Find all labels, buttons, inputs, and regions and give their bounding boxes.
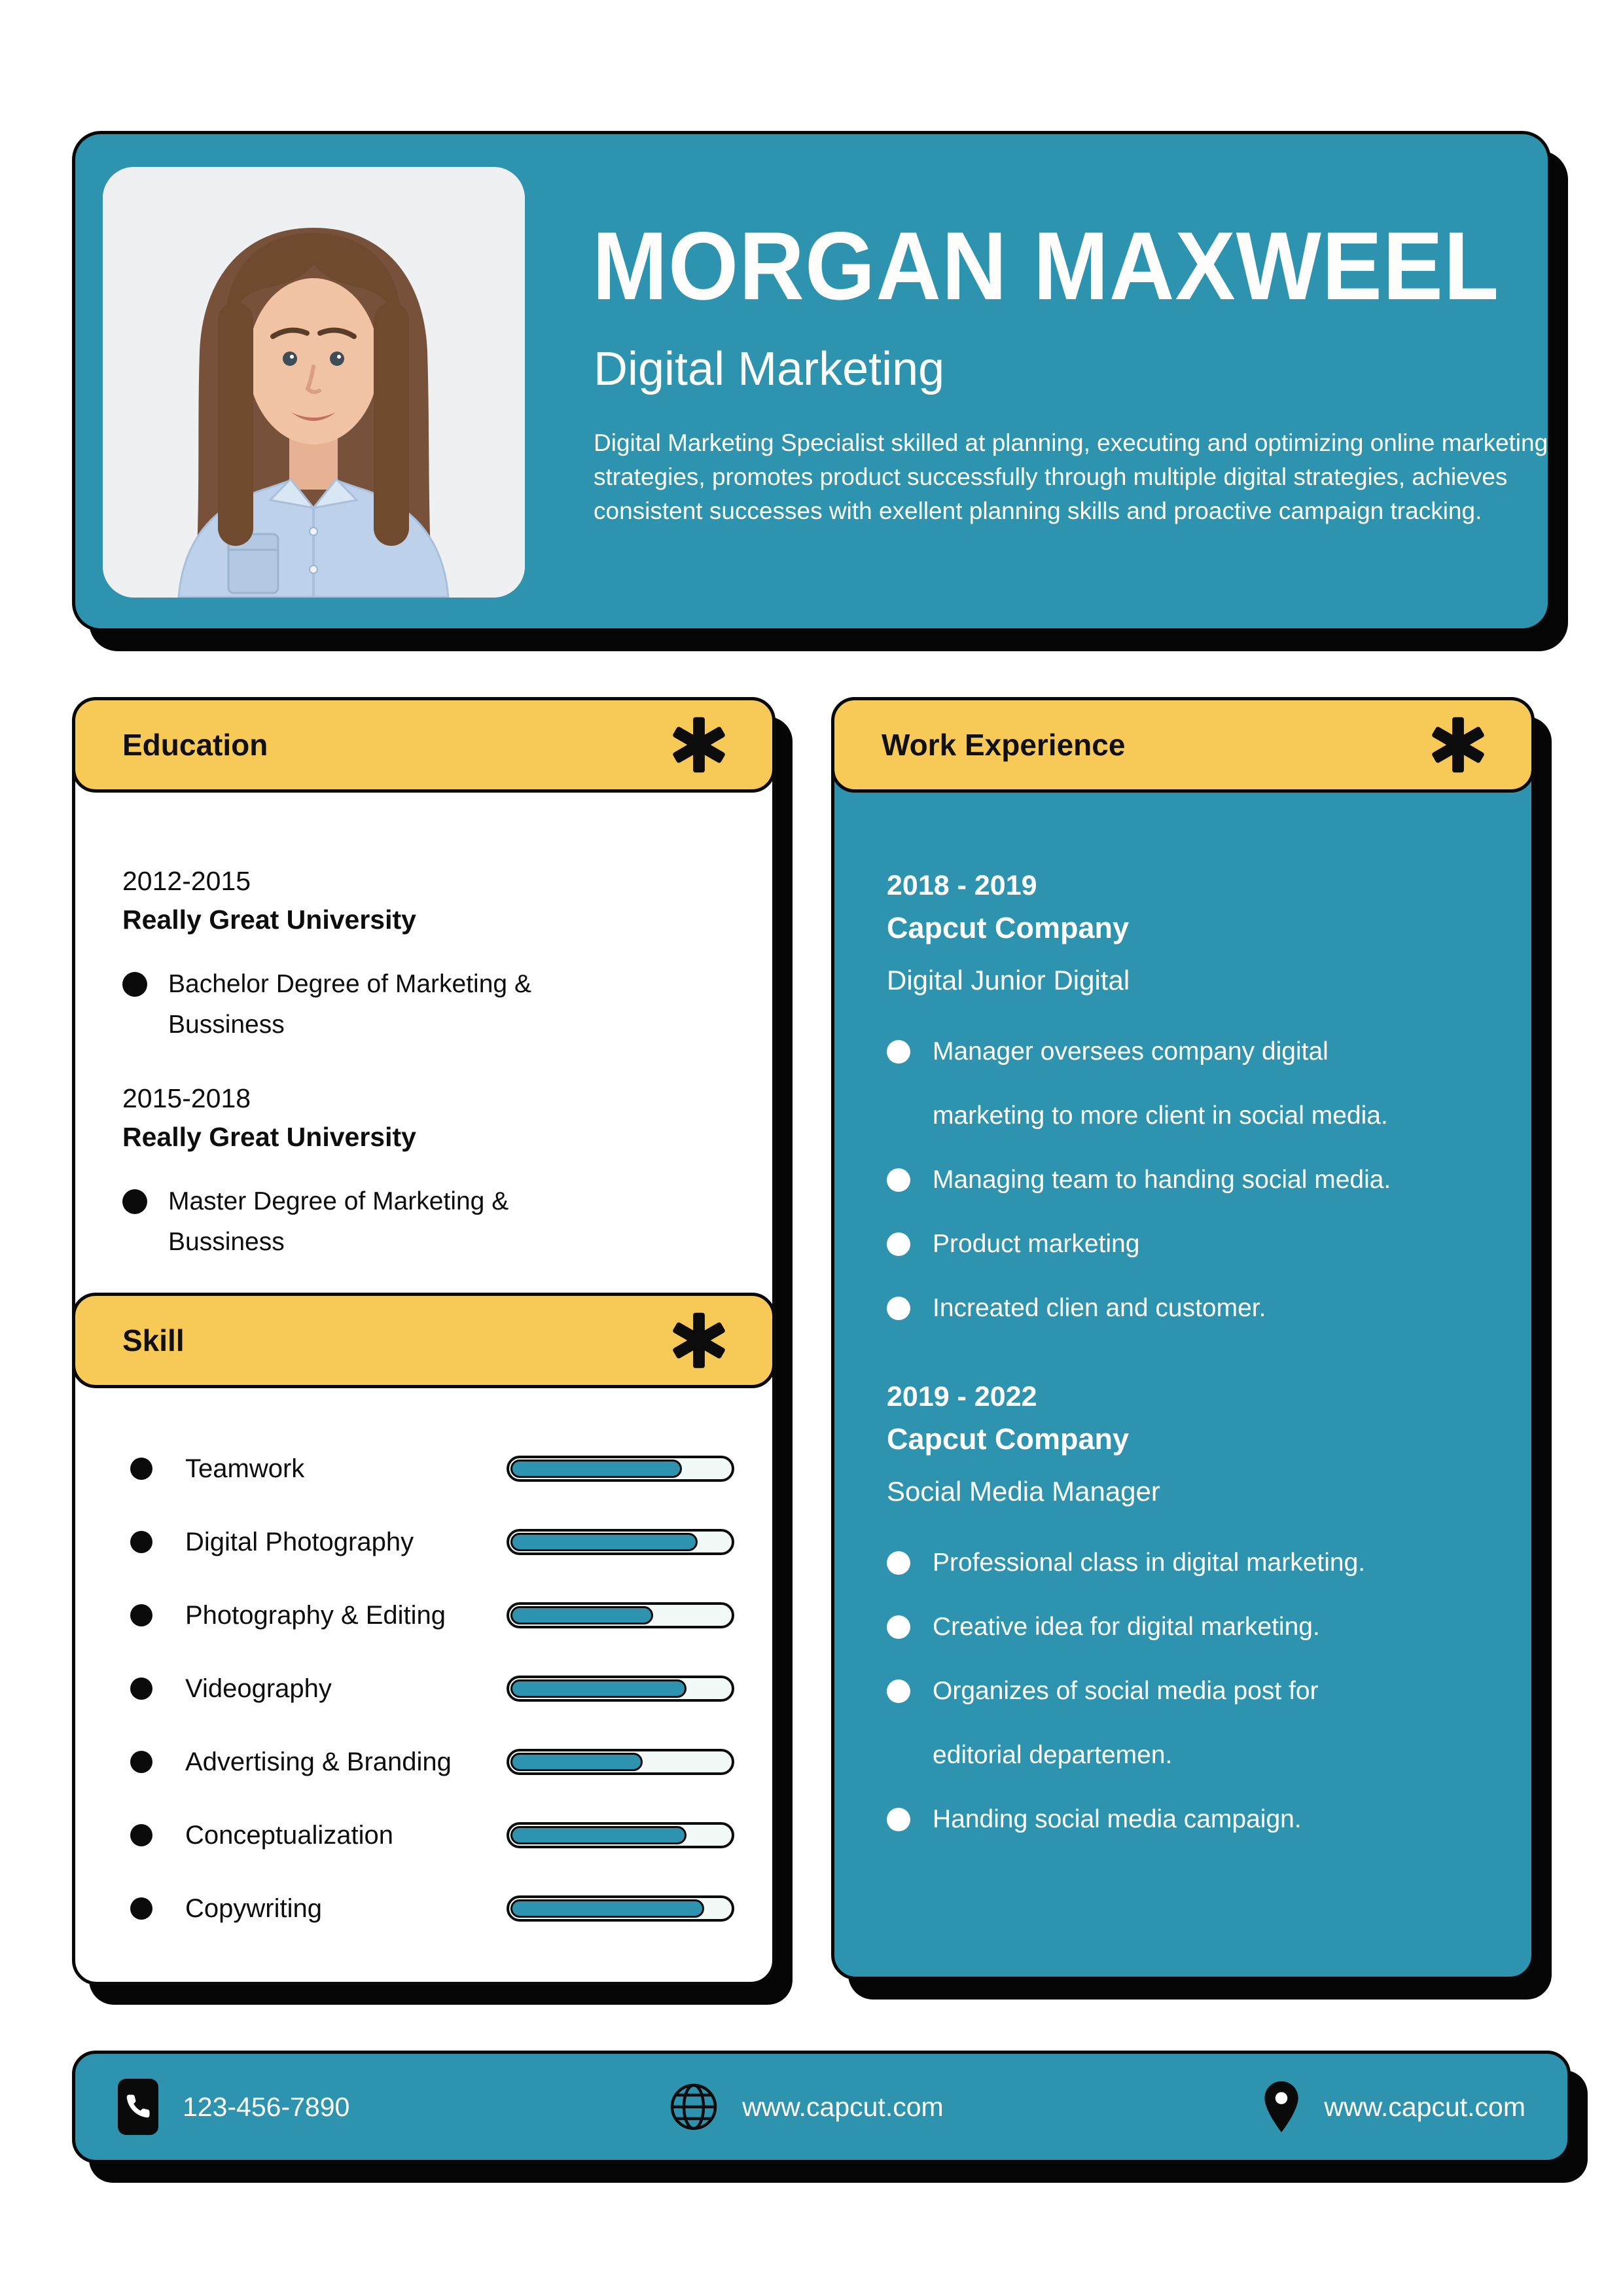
- skill-meter-fill: [510, 1533, 698, 1551]
- work-company: Capcut Company: [887, 1422, 1130, 1456]
- education-years: 2015-2018: [122, 1083, 251, 1113]
- work-point: Manager oversees company digital marketi…: [887, 1020, 1497, 1148]
- education-school: Really Great University: [122, 905, 416, 935]
- pin-icon: [1264, 2081, 1299, 2132]
- profile-summary: Digital Marketing Specialist skilled at …: [594, 429, 1548, 524]
- work-point: Product marketing: [887, 1212, 1497, 1276]
- skill-meter-fill: [510, 1460, 683, 1478]
- skill-meter-fill: [510, 1679, 687, 1698]
- bullet-dot-icon: [130, 1458, 152, 1480]
- work-section-title: Work Experience: [882, 728, 1126, 762]
- bullet-dot-icon: [130, 1897, 152, 1920]
- education-content: 2012-2015 Really Great University Bachel…: [75, 793, 772, 1263]
- skill-section-title: Skill: [122, 1323, 185, 1357]
- work-point: Increated clien and customer.: [887, 1276, 1497, 1340]
- skill-meter: [507, 1822, 734, 1848]
- skill-meter: [507, 1749, 734, 1775]
- education-entry: 2012-2015 Really Great University Bachel…: [122, 866, 734, 1045]
- skill-meter-fill: [510, 1899, 704, 1918]
- education-school: Really Great University: [122, 1122, 416, 1152]
- bullet-dot-icon: [130, 1824, 152, 1846]
- work-content: 2018 - 2019 Capcut Company Digital Junio…: [834, 793, 1531, 1852]
- skill-section-header: Skill: [72, 1293, 776, 1388]
- contact-website: www.capcut.com: [669, 2082, 944, 2132]
- work-entry: 2018 - 2019 Capcut Company Digital Junio…: [887, 870, 1497, 1340]
- skill-meter-fill: [510, 1826, 687, 1844]
- education-degree: Bachelor Degree of Marketing & Bussiness: [168, 970, 531, 1039]
- skill-row: Advertising & Branding: [130, 1747, 734, 1777]
- education-degree-row: Bachelor Degree of Marketing & Bussiness: [122, 964, 734, 1045]
- skill-label: Videography: [185, 1674, 332, 1703]
- skill-meter-fill: [510, 1753, 643, 1771]
- contact-footer: 123-456-7890 www.capcut.com www.capcut.c…: [72, 2051, 1571, 2163]
- skill-row: Videography: [130, 1674, 734, 1704]
- skill-meter: [507, 1602, 734, 1628]
- profile-photo: [103, 167, 525, 598]
- skill-row: Teamwork: [130, 1454, 734, 1484]
- bullet-dot-icon: [130, 1677, 152, 1700]
- work-entry: 2019 - 2022 Capcut Company Social Media …: [887, 1381, 1497, 1852]
- skill-row: Copywriting: [130, 1893, 734, 1924]
- education-entry: 2015-2018 Really Great University Master…: [122, 1083, 734, 1263]
- skill-meter: [507, 1895, 734, 1922]
- work-section-header: Work Experience: [831, 697, 1535, 793]
- skill-label: Digital Photography: [185, 1527, 414, 1556]
- work-points: Manager oversees company digital marketi…: [887, 1020, 1497, 1340]
- work-point: Professional class in digital marketing.: [887, 1531, 1497, 1595]
- bullet-dot-icon: [122, 972, 147, 997]
- website-url: www.capcut.com: [742, 2091, 944, 2122]
- work-company: Capcut Company: [887, 911, 1130, 944]
- work-experience-card: Work Experience 2018 - 2019 Capcut Compa…: [831, 697, 1535, 1980]
- education-section-header: Education: [72, 697, 776, 793]
- work-years: 2018 - 2019: [887, 870, 1037, 901]
- asterisk-icon: [673, 717, 725, 773]
- work-point: Organizes of social media post for edito…: [887, 1659, 1497, 1787]
- bullet-dot-icon: [130, 1751, 152, 1773]
- person-name: MORGAN MAXWEEL: [592, 212, 1500, 321]
- work-role: Social Media Manager: [887, 1476, 1160, 1507]
- skill-label: Photography & Editing: [185, 1600, 446, 1630]
- work-role: Digital Junior Digital: [887, 965, 1130, 996]
- bullet-dot-icon: [122, 1189, 147, 1214]
- job-title: Digital Marketing: [594, 343, 945, 395]
- work-years: 2019 - 2022: [887, 1381, 1037, 1412]
- education-skill-card: Education 2012-2015 Really Great Univers…: [72, 697, 776, 1985]
- asterisk-icon: [673, 1312, 725, 1369]
- bullet-dot-icon: [130, 1531, 152, 1553]
- skill-meter: [507, 1529, 734, 1555]
- skill-row: Conceptualization: [130, 1820, 734, 1850]
- skill-list: Teamwork Digital Photography Photography…: [75, 1388, 772, 1967]
- work-point: Managing team to handing social media.: [887, 1148, 1497, 1212]
- education-degree: Master Degree of Marketing & Bussiness: [168, 1187, 509, 1256]
- header-text: MORGAN MAXWEEL Digital Marketing Digital…: [592, 134, 1561, 628]
- phone-number: 123-456-7890: [183, 2091, 350, 2122]
- education-years: 2012-2015: [122, 866, 251, 896]
- portrait-illustration: [103, 168, 525, 598]
- skill-meter: [507, 1676, 734, 1702]
- work-point: Creative idea for digital marketing.: [887, 1595, 1497, 1659]
- asterisk-icon: [1432, 717, 1484, 773]
- skill-meter-fill: [510, 1606, 654, 1624]
- skill-label: Teamwork: [185, 1454, 305, 1483]
- location-url: www.capcut.com: [1324, 2091, 1525, 2122]
- skill-label: Advertising & Branding: [185, 1747, 452, 1776]
- skill-meter: [507, 1456, 734, 1482]
- education-section-title: Education: [122, 728, 268, 762]
- work-point: Handing social media campaign.: [887, 1787, 1497, 1852]
- skill-row: Digital Photography: [130, 1527, 734, 1557]
- bullet-dot-icon: [130, 1604, 152, 1626]
- work-points: Professional class in digital marketing.…: [887, 1531, 1497, 1852]
- header-card: MORGAN MAXWEEL Digital Marketing Digital…: [72, 131, 1551, 632]
- education-degree-row: Master Degree of Marketing & Bussiness: [122, 1181, 734, 1263]
- skill-label: Copywriting: [185, 1893, 322, 1923]
- globe-icon: [670, 2083, 717, 2130]
- skill-row: Photography & Editing: [130, 1600, 734, 1630]
- contact-location: www.capcut.com: [1262, 2080, 1525, 2134]
- phone-icon: [118, 2079, 158, 2135]
- contact-phone: 123-456-7890: [117, 2078, 349, 2136]
- skill-label: Conceptualization: [185, 1820, 393, 1850]
